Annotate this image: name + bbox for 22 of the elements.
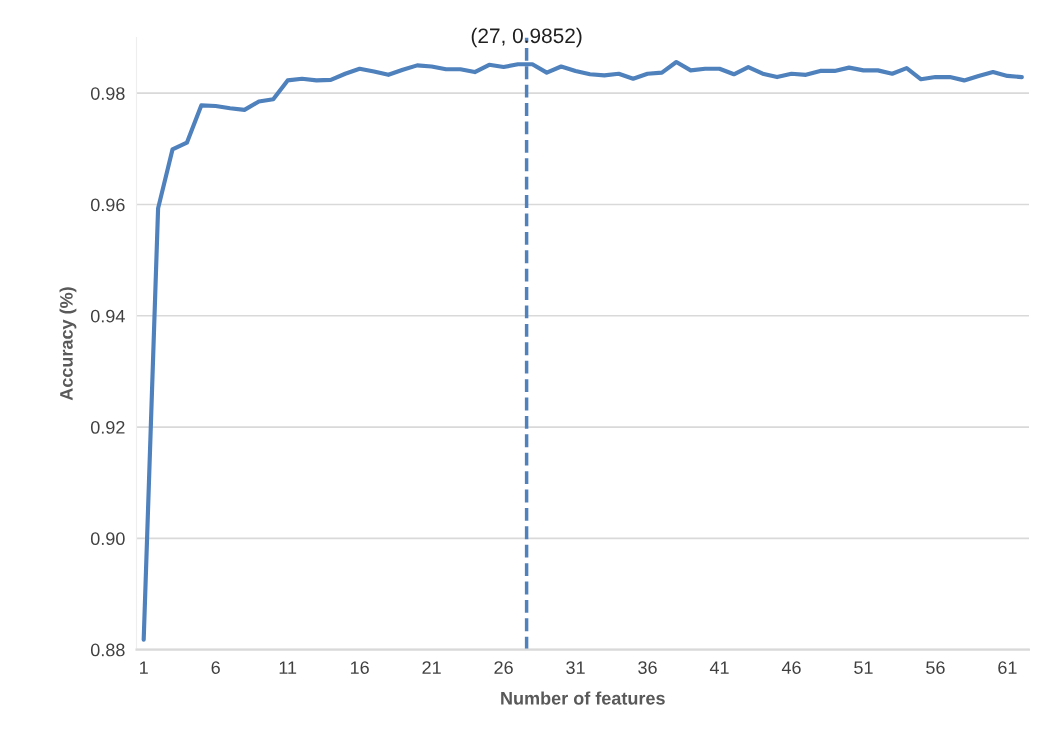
- x-tick-label: 51: [854, 661, 873, 674]
- y-tick-label: 0.90: [90, 532, 125, 546]
- y-tick-label: 0.98: [90, 87, 125, 100]
- x-tick-label: 36: [638, 661, 657, 674]
- x-tick-label: 61: [998, 661, 1017, 674]
- y-tick-label: 0.94: [90, 309, 125, 323]
- x-tick-label: 56: [926, 661, 945, 674]
- x-tick-label: 41: [709, 661, 729, 674]
- x-tick-label: 46: [781, 661, 801, 674]
- y-tick-label: 0.88: [90, 643, 125, 657]
- x-tick-label: 26: [494, 661, 513, 674]
- x-tick-label: 21: [422, 661, 441, 674]
- x-tick-label: 6: [211, 661, 220, 674]
- annotation: (27, 0.9852): [471, 27, 582, 48]
- y-tick-label: 0.96: [90, 198, 125, 212]
- x-tick-label: 1: [140, 661, 148, 674]
- y-tick-label: 0.92: [90, 420, 125, 434]
- x-axis-title: Number of features: [501, 691, 665, 705]
- x-tick-label: 16: [350, 661, 369, 674]
- y-axis-title: Accuracy (%): [59, 287, 77, 401]
- x-tick-label: 11: [279, 661, 297, 674]
- x-tick-label: 31: [566, 661, 585, 674]
